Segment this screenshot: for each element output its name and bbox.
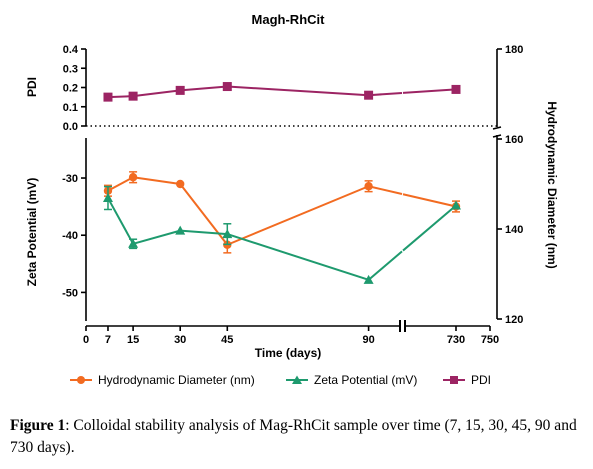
series-line-segment	[132, 176, 181, 185]
x-axis-label: Time (days)	[255, 346, 321, 360]
pdi-tick-label: 0.4	[63, 44, 79, 56]
series-line-segment	[368, 91, 403, 97]
series-line-segment	[368, 185, 403, 195]
data-point-zeta	[128, 238, 139, 248]
data-point-pdi	[175, 85, 185, 95]
right-axis-break	[492, 134, 502, 138]
legend-item-zeta: Zeta Potential (mV)	[286, 373, 417, 387]
x-tick-label: 0	[83, 334, 89, 346]
pdi-axis-label: PDI	[25, 77, 39, 97]
series-line-segment	[227, 85, 369, 97]
data-point-hydrodynamic	[128, 173, 138, 182]
data-point-pdi	[103, 92, 113, 102]
axes: 0.4 0.3 0.2 0.1 0.0 -30 -40 -50 180 160 140 120 0 7 15…	[62, 44, 523, 346]
legend-item-pdi: PDI	[443, 373, 491, 387]
data-point-pdi	[364, 90, 374, 100]
data-point-zeta	[175, 225, 186, 235]
series-line-segment	[179, 183, 229, 246]
series-lines	[107, 85, 457, 281]
pdi-tick-label: 0.0	[63, 121, 78, 133]
series-line-segment	[226, 233, 369, 281]
right-tick-label: 180	[505, 44, 523, 56]
x-tick-label: 7	[105, 334, 111, 346]
data-point-pdi	[451, 84, 461, 94]
series-line-segment	[180, 229, 228, 236]
legend: Hydrodynamic Diameter (nm) Zeta Potentia…	[70, 373, 491, 387]
right-axis-label: Hydrodynamic Diameter (nm)	[545, 101, 559, 268]
pdi-tick-label: 0.2	[63, 83, 78, 95]
data-point-zeta	[363, 274, 374, 284]
legend-label-hydrodynamic: Hydrodynamic Diameter (nm)	[98, 373, 255, 387]
data-point-pdi	[128, 91, 138, 101]
chart: Magh-RhCit PDI Zeta Potential (mV) Hydro…	[25, 12, 559, 387]
data-point-hydrodynamic	[176, 179, 185, 189]
right-axis-break	[492, 126, 502, 130]
x-tick-label: 730	[447, 334, 465, 346]
series-line-segment	[132, 89, 181, 98]
legend-item-hydrodynamic: Hydrodynamic Diameter (nm)	[70, 373, 255, 387]
data-point-zeta	[222, 229, 233, 239]
legend-label-pdi: PDI	[471, 373, 491, 387]
series-line-segment	[402, 88, 457, 94]
caption-label: Figure 1	[10, 417, 66, 434]
series-line-segment	[107, 176, 134, 192]
right-tick-label: 140	[505, 224, 523, 236]
data-point-zeta	[451, 200, 461, 210]
x-tick-label: 30	[174, 334, 186, 346]
zeta-tick-label: -40	[62, 230, 78, 242]
series-markers	[102, 82, 461, 284]
data-point-hydrodynamic	[364, 182, 373, 191]
figure-caption: Figure 1: Colloidal stability analysis o…	[10, 415, 585, 459]
pdi-tick-label: 0.3	[63, 63, 78, 75]
data-point-pdi	[222, 82, 232, 92]
x-tick-label: 15	[127, 334, 139, 346]
series-line-segment	[402, 193, 457, 208]
series-line-segment	[107, 197, 134, 245]
series-line-segment	[402, 204, 457, 252]
pdi-tick-label: 0.1	[63, 102, 78, 114]
right-tick-label: 160	[505, 134, 523, 146]
series-line-segment	[132, 229, 181, 245]
chart-title: Magh-RhCit	[252, 12, 326, 27]
zeta-tick-label: -30	[62, 173, 78, 185]
zeta-tick-label: -50	[62, 287, 78, 299]
x-tick-label: 45	[221, 334, 233, 346]
series-line-segment	[180, 85, 228, 92]
legend-label-zeta: Zeta Potential (mV)	[314, 373, 417, 387]
zeta-axis-label: Zeta Potential (mV)	[25, 178, 39, 287]
data-point-zeta	[102, 193, 113, 203]
series-line-segment	[367, 250, 403, 281]
right-tick-label: 120	[505, 314, 523, 326]
x-tick-label: 90	[362, 334, 374, 346]
caption-text: : Colloidal stability analysis of Mag-Rh…	[10, 417, 577, 456]
series-line-segment	[226, 185, 369, 246]
x-tick-label: 750	[481, 334, 499, 346]
